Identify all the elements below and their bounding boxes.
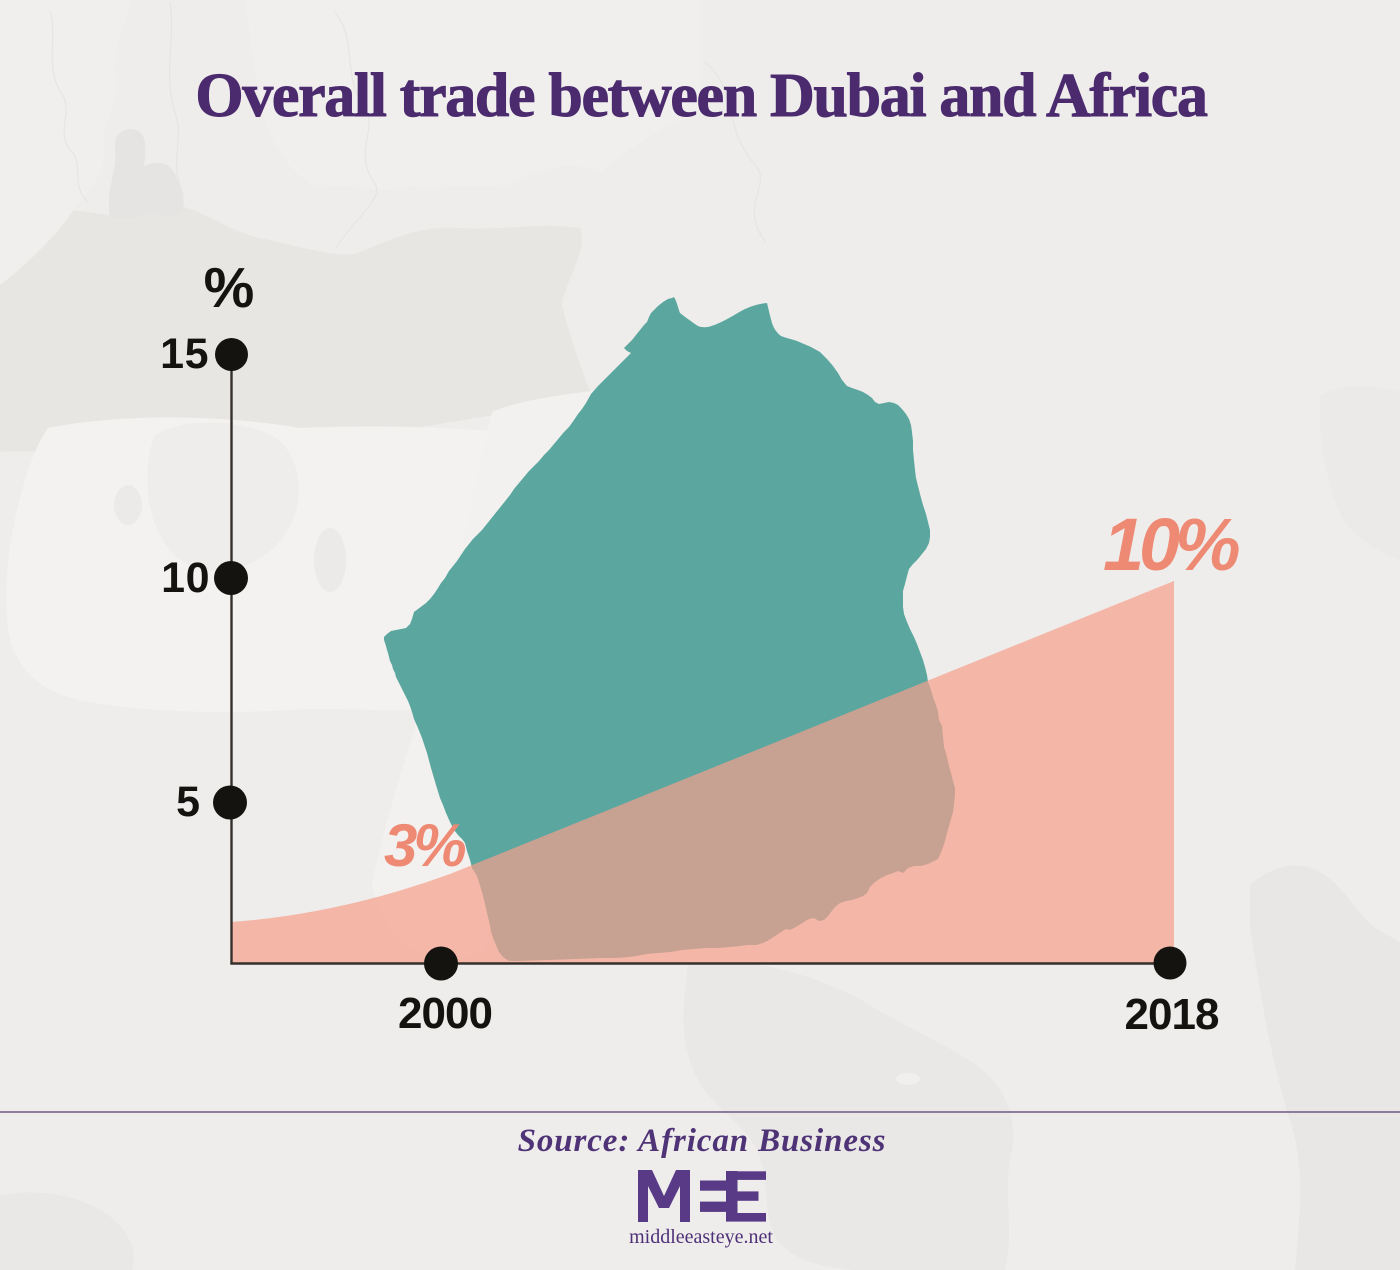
svg-text:middleeasteye.net: middleeasteye.net <box>629 1226 773 1248</box>
svg-text:10: 10 <box>161 554 210 602</box>
svg-text:Overall trade between Dubai an: Overall trade between Dubai and Africa <box>195 62 1208 130</box>
svg-text:2000: 2000 <box>398 989 492 1038</box>
svg-text:%: % <box>204 256 255 320</box>
svg-text:2018: 2018 <box>1125 990 1219 1039</box>
svg-text:3%: 3% <box>384 812 465 879</box>
svg-text:10%: 10% <box>1103 503 1239 586</box>
svg-text:Source: African Business: Source: African Business <box>518 1123 887 1159</box>
svg-text:5: 5 <box>176 778 200 826</box>
svg-text:15: 15 <box>160 330 209 378</box>
